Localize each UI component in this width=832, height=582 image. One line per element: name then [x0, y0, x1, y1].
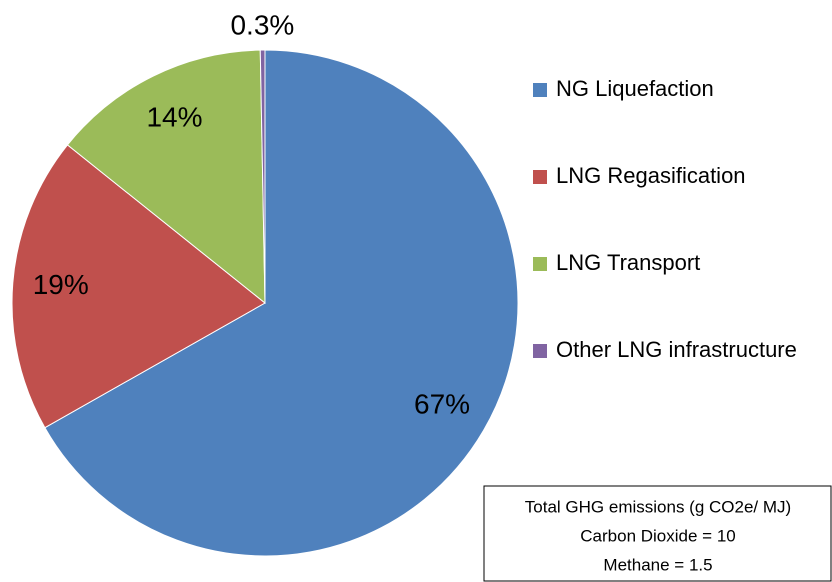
- legend-label: Other LNG infrastructure: [556, 337, 797, 362]
- pie-slice: [11, 144, 266, 429]
- legend-swatch: [533, 170, 547, 184]
- legend-swatch: [533, 344, 547, 358]
- annotation: Total GHG emissions (g CO2e/ MJ): [525, 497, 791, 516]
- pie-slice: [66, 49, 266, 305]
- legend-swatch: [533, 257, 547, 271]
- legend-label: NG Liquefaction: [556, 76, 714, 101]
- data-label: 67%: [414, 389, 470, 420]
- annotation: Methane = 1.5: [603, 555, 712, 574]
- legend-label: LNG Regasification: [556, 163, 746, 188]
- annotation-box: [483, 485, 832, 582]
- legend-swatch: [533, 83, 547, 97]
- annotation: Carbon Dioxide = 10: [580, 526, 735, 545]
- pie-slice: [259, 49, 266, 304]
- legend-label: LNG Transport: [556, 250, 700, 275]
- data-label: 14%: [146, 102, 202, 133]
- data-label: 19%: [33, 269, 89, 300]
- pie-slice: [44, 49, 519, 557]
- data-label: 0.3%: [230, 10, 294, 41]
